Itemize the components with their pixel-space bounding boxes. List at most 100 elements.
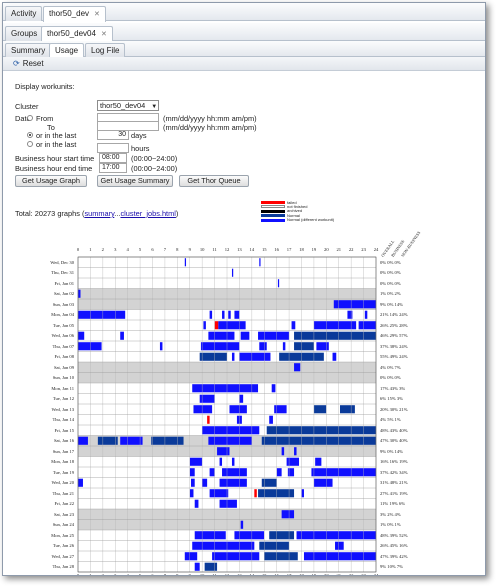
usage-bar[interactable] (78, 436, 88, 445)
usage-bar[interactable] (282, 342, 286, 351)
usage-bar[interactable] (313, 321, 357, 330)
usage-bar[interactable] (184, 552, 198, 561)
usage-bar[interactable] (219, 457, 223, 466)
get-thor-queue-button[interactable]: Get Thor Queue (179, 175, 249, 187)
close-icon[interactable]: ✕ (94, 11, 100, 18)
usage-bar[interactable] (78, 342, 102, 351)
usage-bar[interactable] (269, 531, 295, 540)
usage-bar[interactable] (217, 447, 230, 456)
usage-bar[interactable] (189, 457, 203, 466)
usage-bar[interactable] (218, 321, 246, 330)
usage-bar[interactable] (209, 468, 215, 477)
reset-button[interactable]: ⟳ Reset (9, 58, 48, 70)
cluster-jobs-link[interactable]: cluster_jobs.html (120, 209, 176, 218)
usage-bar[interactable] (286, 457, 300, 466)
usage-bar[interactable] (222, 310, 225, 319)
usage-bar[interactable] (231, 352, 235, 361)
usage-bar[interactable] (315, 457, 322, 466)
usage-bar[interactable] (259, 541, 290, 550)
usage-bar[interactable] (335, 541, 344, 550)
usage-bar[interactable] (203, 321, 206, 330)
usage-bar[interactable] (239, 394, 244, 403)
usage-bar[interactable] (258, 489, 295, 498)
usage-bar[interactable] (120, 436, 143, 445)
usage-bar[interactable] (208, 331, 235, 340)
usage-bar[interactable] (313, 405, 327, 414)
usage-bar[interactable] (184, 258, 187, 267)
usage-bar[interactable] (194, 531, 226, 540)
usage-bar[interactable] (274, 405, 287, 414)
business-end-input[interactable]: 17:00 (99, 163, 127, 173)
usage-bar[interactable] (259, 258, 261, 267)
usage-bar[interactable] (303, 552, 376, 561)
usage-bar[interactable] (364, 310, 368, 319)
usage-bar[interactable] (78, 478, 83, 487)
usage-bar[interactable] (208, 436, 252, 445)
usage-bar[interactable] (192, 384, 259, 393)
usage-bar[interactable] (234, 310, 240, 319)
cluster-select[interactable]: thor50_dev04 ▼ (97, 100, 159, 111)
usage-bar[interactable] (311, 468, 376, 477)
usage-bar[interactable] (294, 342, 314, 351)
usage-bar[interactable] (264, 552, 298, 561)
usage-bar[interactable] (200, 342, 240, 351)
usage-bar[interactable] (231, 457, 235, 466)
usage-bar[interactable] (190, 478, 195, 487)
usage-bar[interactable] (254, 489, 257, 498)
usage-bar[interactable] (281, 447, 285, 456)
usage-bar[interactable] (159, 342, 163, 351)
usage-bar[interactable] (78, 289, 81, 298)
usage-bar[interactable] (339, 405, 355, 414)
usage-bar[interactable] (277, 279, 280, 288)
usage-bar[interactable] (204, 562, 218, 571)
usage-bar[interactable] (209, 310, 213, 319)
last-days-input[interactable]: 30 (97, 130, 129, 140)
usage-bar[interactable] (202, 426, 260, 435)
tab-usage[interactable]: Usage (49, 43, 85, 57)
tab-thor50-dev04[interactable]: thor50_dev04 ✕ (41, 26, 113, 42)
usage-bar[interactable] (231, 268, 234, 277)
usage-bar[interactable] (194, 499, 199, 508)
usage-bar[interactable] (239, 352, 271, 361)
usage-bar[interactable] (229, 405, 247, 414)
usage-bar[interactable] (202, 478, 208, 487)
usage-bar[interactable] (120, 331, 124, 340)
usage-bar[interactable] (266, 426, 376, 435)
get-usage-summary-button[interactable]: Get Usage Summary (97, 175, 173, 187)
usage-bar[interactable] (219, 478, 247, 487)
usage-bar[interactable] (199, 394, 215, 403)
tab-activity[interactable]: Activity (5, 6, 43, 21)
get-usage-graph-button[interactable]: Get Usage Graph (15, 175, 87, 187)
usage-bar[interactable] (189, 468, 195, 477)
usage-bar[interactable] (271, 384, 276, 393)
usage-bar[interactable] (240, 520, 244, 529)
usage-bar[interactable] (194, 562, 200, 571)
usage-bar[interactable] (294, 363, 301, 372)
business-start-input[interactable]: 08:00 (99, 153, 127, 163)
usage-bar[interactable] (333, 300, 376, 309)
usage-bar[interactable] (207, 415, 210, 424)
usage-bar[interactable] (212, 552, 260, 561)
usage-bar[interactable] (222, 468, 247, 477)
usage-bar[interactable] (261, 436, 376, 445)
usage-bar[interactable] (78, 310, 126, 319)
last-hours-radio[interactable] (27, 141, 33, 147)
usage-bar[interactable] (276, 468, 282, 477)
usage-bar[interactable] (294, 447, 297, 456)
usage-bar[interactable] (214, 321, 219, 330)
usage-bar[interactable] (192, 541, 255, 550)
usage-bar[interactable] (234, 531, 265, 540)
usage-bar[interactable] (151, 436, 184, 445)
last-hours-input[interactable] (97, 143, 129, 153)
last-days-radio[interactable] (27, 132, 33, 138)
from-radio[interactable] (27, 115, 33, 121)
usage-bar[interactable] (199, 352, 227, 361)
usage-bar[interactable] (228, 310, 231, 319)
summary-link[interactable]: summary (84, 209, 115, 218)
usage-bar[interactable] (219, 499, 237, 508)
usage-bar[interactable] (189, 489, 194, 498)
usage-bar[interactable] (193, 405, 213, 414)
usage-bar[interactable] (294, 331, 376, 340)
tab-thor50-dev[interactable]: thor50_dev ✕ (43, 6, 106, 22)
usage-bar[interactable] (269, 415, 273, 424)
